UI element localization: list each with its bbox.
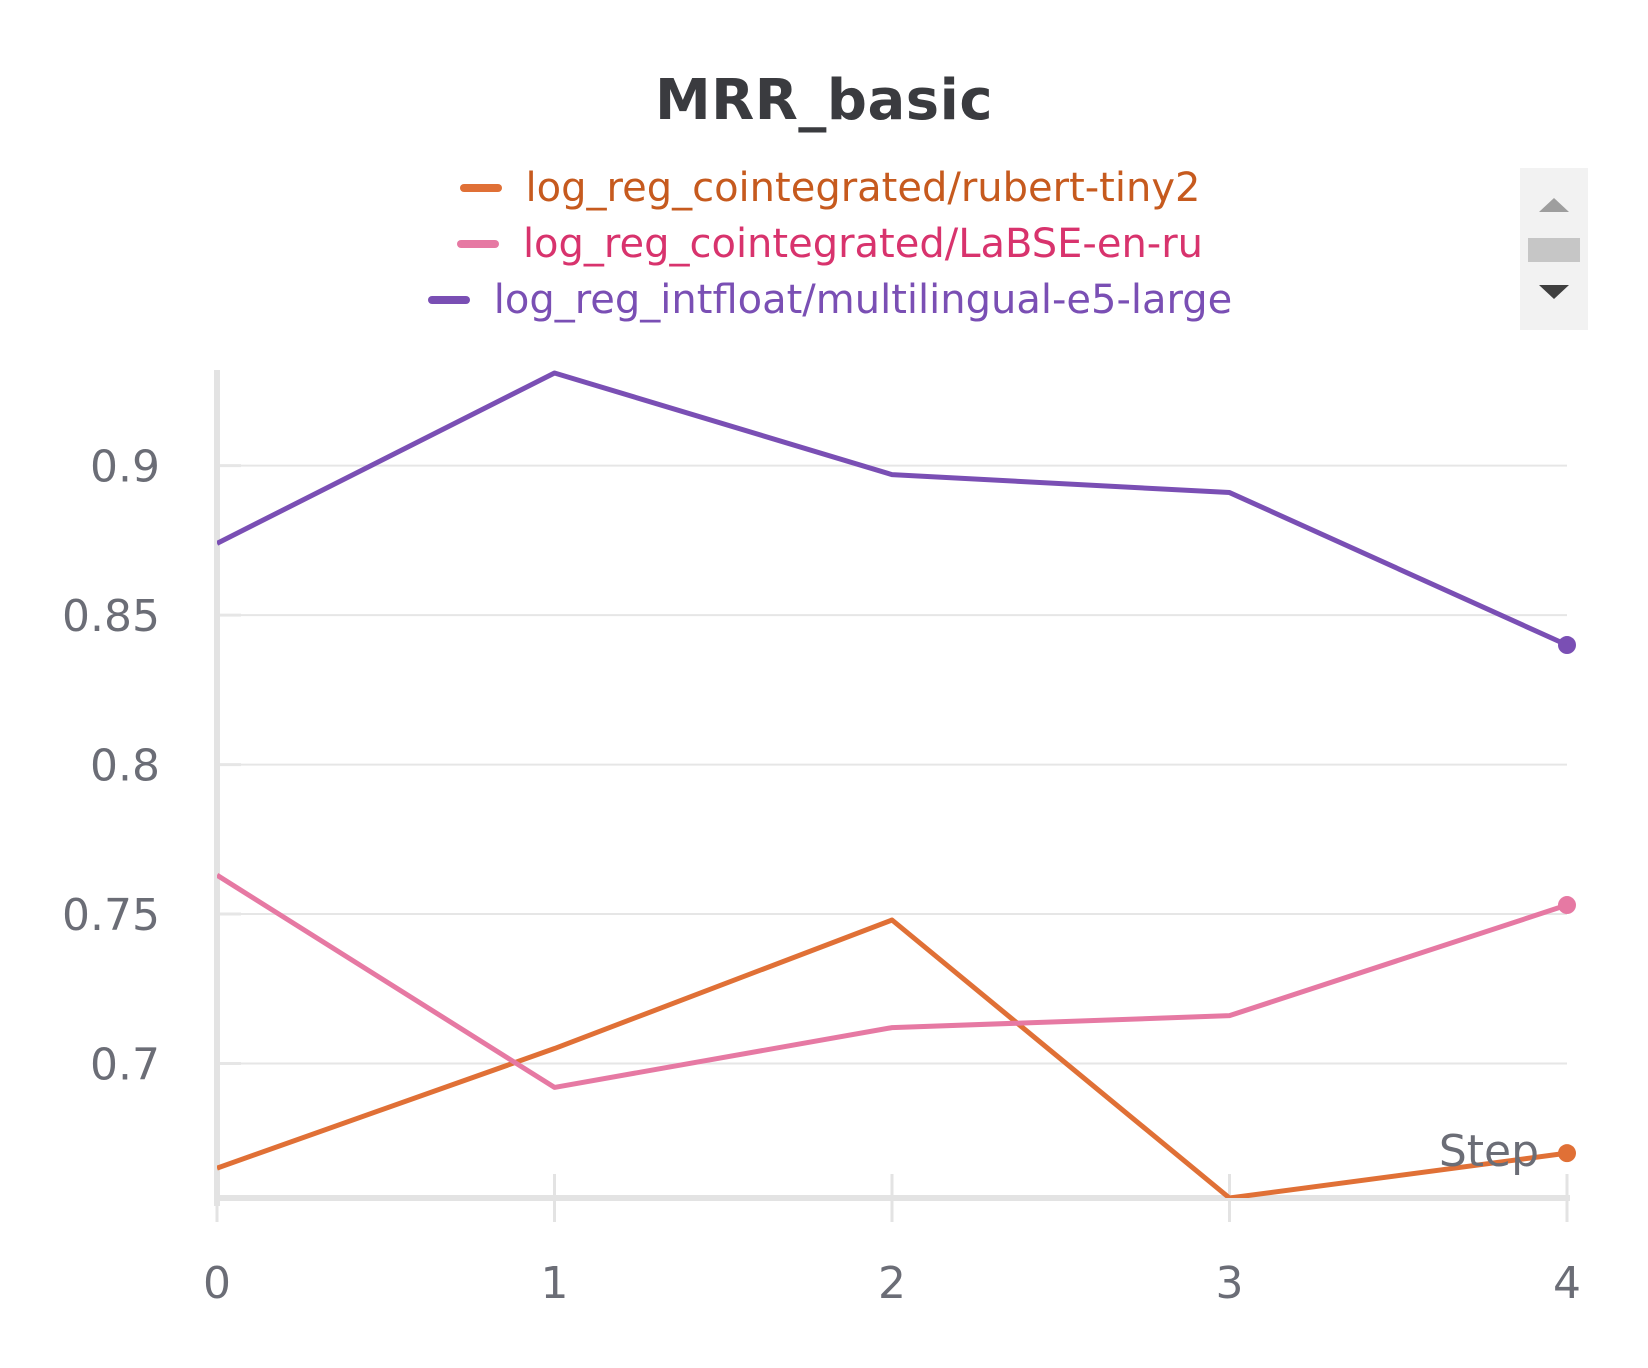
series-lines: [217, 370, 1576, 1198]
series-endpoint-2: [1558, 636, 1576, 655]
x-axis-label: Step: [1439, 1126, 1539, 1177]
legend-item-labse[interactable]: log_reg_cointegrated/LaBSE-en-ru: [300, 216, 1360, 272]
chevron-down-icon[interactable]: [1539, 285, 1569, 299]
legend-scroll-thumb[interactable]: [1528, 238, 1580, 262]
axes: [214, 370, 1570, 1222]
series-line-2: [217, 370, 1569, 648]
legend-label-rubert: log_reg_cointegrated/rubert-tiny2: [525, 165, 1201, 211]
grid-lines: [217, 464, 1567, 1065]
series-endpoint-1: [1558, 896, 1576, 915]
series-line-0: [217, 917, 1568, 1198]
legend-item-rubert[interactable]: log_reg_cointegrated/rubert-tiny2: [300, 160, 1360, 216]
y-tick-label: 0.8: [90, 741, 160, 792]
chart-title: MRR_basic: [654, 68, 994, 133]
chevron-up-icon[interactable]: [1539, 198, 1569, 212]
legend-label-e5: log_reg_intfloat/multilingual-e5-large: [493, 277, 1233, 323]
x-tick-label: 1: [541, 1258, 569, 1309]
legend: log_reg_cointegrated/rubert-tiny2 log_re…: [300, 160, 1360, 328]
legend-label-labse: log_reg_cointegrated/LaBSE-en-ru: [522, 221, 1204, 267]
y-tick-label: 0.85: [62, 591, 160, 642]
legend-swatch-e5: [427, 296, 470, 304]
legend-swatch-rubert: [459, 184, 502, 192]
y-tick-label: 0.9: [90, 442, 160, 493]
x-tick-label: 3: [1216, 1258, 1244, 1309]
series-endpoint-0: [1558, 1144, 1576, 1163]
series-line-1: [217, 873, 1568, 1090]
y-tick-label: 0.75: [62, 890, 160, 941]
x-tick-label: 2: [878, 1258, 906, 1309]
y-tick-label: 0.7: [90, 1039, 160, 1090]
x-tick-label: 0: [203, 1258, 231, 1309]
x-tick-label: 4: [1553, 1258, 1581, 1309]
legend-swatch-labse: [456, 240, 499, 248]
tick-labels: 0.7 0.75 0.8 0.85 0.9 0 1 2 3 4: [62, 442, 1581, 1309]
legend-scrollbar[interactable]: [1520, 168, 1588, 330]
legend-item-e5[interactable]: log_reg_intfloat/multilingual-e5-large: [300, 272, 1360, 328]
